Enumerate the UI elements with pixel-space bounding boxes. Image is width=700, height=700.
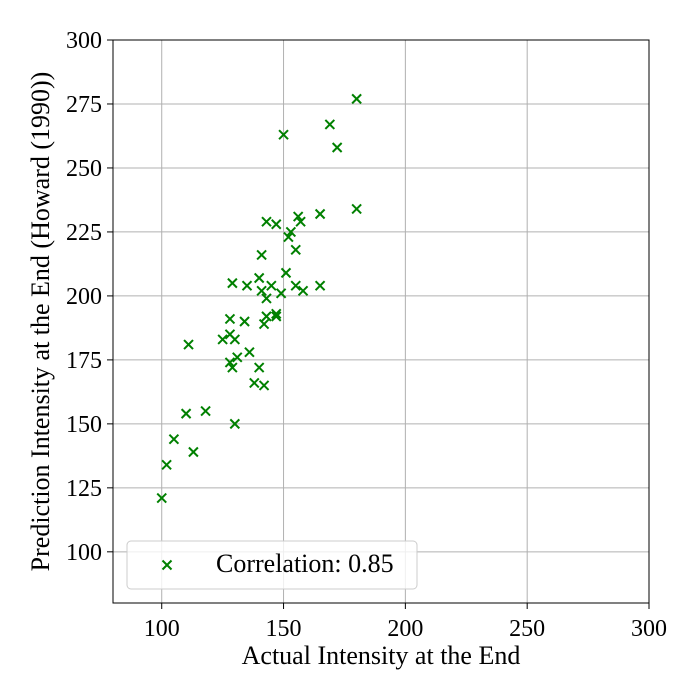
- data-point: [161, 459, 172, 471]
- data-point: [253, 272, 265, 284]
- x-tick-label: 150: [266, 616, 302, 642]
- data-point: [227, 362, 238, 373]
- data-point: [258, 380, 270, 391]
- data-point: [275, 288, 287, 299]
- data-point: [183, 339, 194, 350]
- data-point: [239, 316, 250, 327]
- data-point: [261, 293, 272, 304]
- y-tick-label: 250: [66, 156, 102, 182]
- data-point: [249, 377, 260, 389]
- x-axis-ticks: 100 150 200 250 300: [144, 603, 667, 642]
- data-point: [280, 267, 292, 279]
- data-point: [295, 216, 306, 227]
- data-point: [261, 311, 272, 322]
- data-point: [351, 203, 362, 215]
- y-tick-label: 300: [66, 28, 102, 54]
- data-point: [188, 446, 199, 458]
- x-tick-label: 250: [509, 616, 545, 642]
- data-point: [156, 492, 167, 504]
- data-point: [256, 249, 267, 261]
- data-point: [271, 219, 282, 230]
- y-tick-label: 125: [66, 476, 102, 502]
- data-point: [271, 311, 282, 322]
- data-point: [290, 244, 301, 256]
- x-axis-label: Actual Intensity at the End: [242, 641, 521, 670]
- data-point: [241, 280, 253, 291]
- data-point: [297, 285, 309, 296]
- legend-marker-x: [161, 559, 173, 571]
- data-point: [229, 334, 241, 345]
- y-tick-label: 100: [66, 540, 102, 566]
- data-point: [229, 418, 241, 430]
- legend-label: Correlation: 0.85: [216, 549, 394, 578]
- data-point: [314, 280, 326, 291]
- y-axis-label: Prediction Intensity at the End (Howard …: [26, 72, 55, 572]
- x-tick-label: 100: [144, 616, 180, 642]
- data-point: [217, 334, 228, 345]
- data-point: [283, 231, 294, 243]
- y-axis-ticks: 100 125 150 175 200 225 250 275 300: [66, 28, 113, 566]
- data-point: [266, 280, 277, 291]
- data-point: [256, 285, 267, 296]
- data-point: [200, 405, 211, 417]
- data-point: [227, 277, 238, 289]
- y-tick-label: 225: [66, 220, 102, 246]
- data-point: [224, 313, 236, 325]
- data-point: [180, 408, 192, 419]
- legend: Correlation: 0.85: [126, 540, 418, 590]
- data-point: [244, 347, 255, 358]
- y-tick-label: 175: [66, 348, 102, 374]
- plot-frame: [112, 39, 650, 604]
- data-point: [285, 226, 297, 238]
- grid-lines: [113, 39, 650, 603]
- y-tick-label: 150: [66, 412, 102, 438]
- data-point: [278, 129, 289, 140]
- y-tick-label: 275: [66, 92, 102, 118]
- data-point: [292, 211, 304, 222]
- data-point: [351, 93, 362, 105]
- y-tick-label: 200: [66, 284, 102, 310]
- data-points: [156, 93, 362, 504]
- x-tick-label: 300: [631, 616, 667, 642]
- x-tick-label: 200: [387, 616, 423, 642]
- data-point: [168, 434, 180, 445]
- data-point: [261, 216, 272, 227]
- data-point: [271, 308, 282, 320]
- data-point: [314, 208, 326, 220]
- legend-box: [126, 540, 418, 590]
- data-point: [331, 142, 343, 153]
- data-point: [232, 352, 243, 363]
- data-point: [253, 362, 265, 373]
- data-point: [290, 280, 301, 291]
- legend-marker: [161, 559, 173, 571]
- data-point: [258, 318, 270, 330]
- data-point: [324, 119, 336, 130]
- data-point: [224, 357, 236, 368]
